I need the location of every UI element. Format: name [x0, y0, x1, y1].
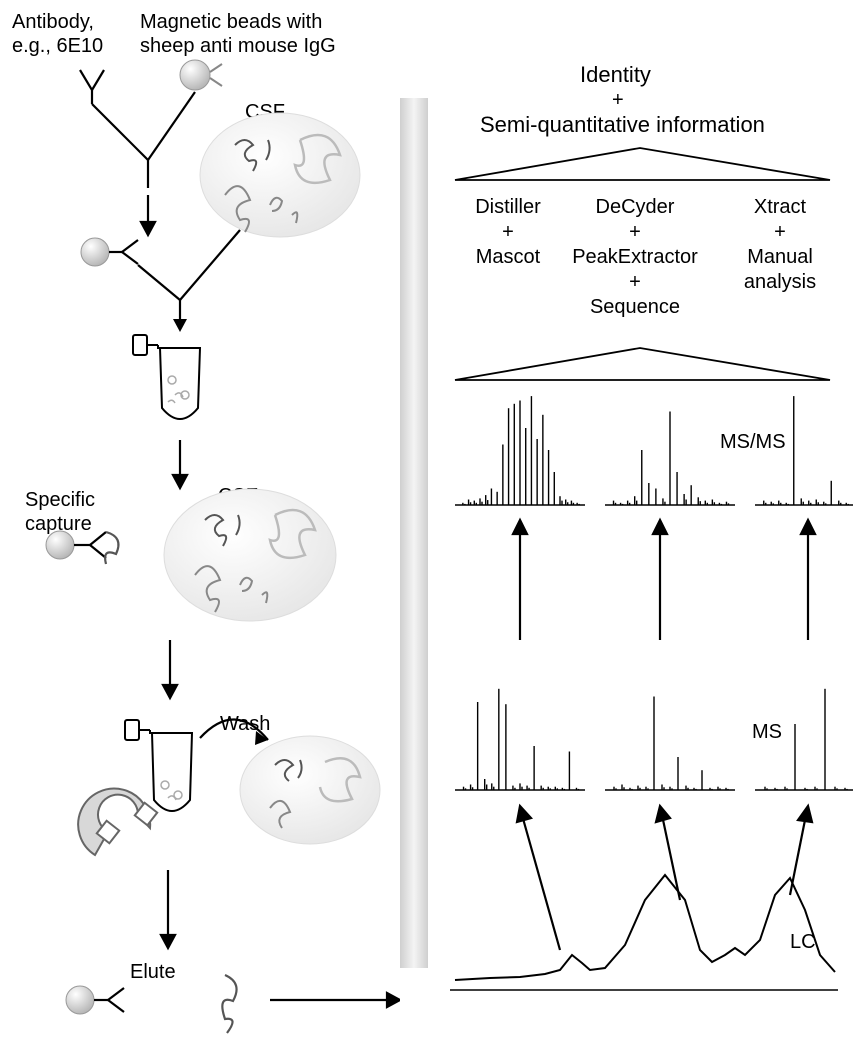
right-panel-drawing	[0, 0, 853, 1045]
